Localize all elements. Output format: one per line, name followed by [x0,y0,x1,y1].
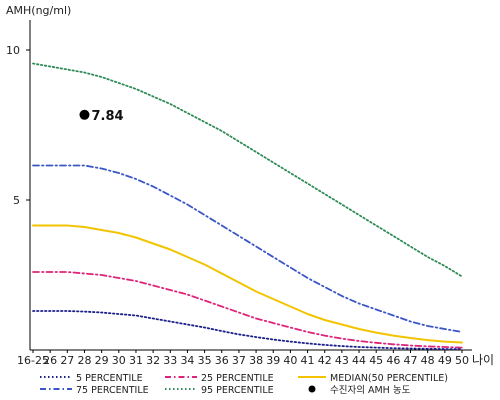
y-axis-title: AMH(ng/ml) [6,4,71,17]
legend-item-p95: 95 PERCENTILE [165,385,274,396]
legend-label-p5: 5 PERCENTILE [76,373,143,384]
series-line-median-50-percentile [32,224,463,344]
x-tick-label: 42 [318,354,332,367]
patient-amh-point [79,109,90,120]
x-tick-label: 16-25 [17,354,49,367]
x-tick-label: 34 [180,354,194,367]
x-tick-label: 32 [146,354,160,367]
legend-item-p75: 75 PERCENTILE [40,385,149,396]
x-tick-label: 29 [95,354,109,367]
x-tick-label: 45 [369,354,383,367]
y-tick-label: 10 [6,44,20,57]
legend-label-patient: 수진자의 AMH 농도 [330,385,411,396]
x-tick-label: 30 [112,354,126,367]
legend-label-median: MEDIAN(50 PERCENTILE) [330,373,448,384]
legend-label-p95: 95 PERCENTILE [201,385,274,396]
x-tick-label: 31 [129,354,143,367]
legend-label-p25: 25 PERCENTILE [201,373,274,384]
series-line-95-percentile [32,62,463,278]
legend: 5 PERCENTILE 25 PERCENTILE MEDIAN(50 PER… [40,373,448,396]
x-tick-label: 39 [266,354,280,367]
legend-item-p25: 25 PERCENTILE [165,373,274,384]
patient-amh-value-label: 7.84 [91,109,123,124]
x-tick-label: 27 [60,354,74,367]
y-tick-label: 5 [13,194,20,207]
x-tick-label: 43 [335,354,349,367]
x-tick-label: 41 [301,354,315,367]
x-tick-label: 40 [283,354,297,367]
x-tick-label: 50 [455,354,469,367]
legend-item-p5: 5 PERCENTILE [40,373,143,384]
x-tick-label: 44 [352,354,366,367]
x-axis-unit: 나이 [472,353,494,367]
legend-item-patient: 수진자의 AMH 농도 [308,385,411,396]
x-tick-label: 33 [163,354,177,367]
legend-label-p75: 75 PERCENTILE [76,385,149,396]
axes [29,20,472,351]
x-tick-label: 46 [386,354,400,367]
x-tick-label: 35 [198,354,212,367]
x-tick-label: 47 [404,354,418,367]
points-layer: 7.84 [79,109,124,124]
series-layer [32,62,463,351]
series-line-75-percentile [32,164,463,333]
series-line-25-percentile [32,271,463,349]
x-tick-label: 38 [249,354,263,367]
series-line-5-percentile [32,310,463,351]
x-tick-label: 49 [438,354,452,367]
y-ticks: 5 10 [6,44,30,207]
x-tick-label: 28 [77,354,91,367]
legend-marker-patient [308,385,316,393]
x-tick-label: 26 [43,354,57,367]
x-tick-label: 36 [215,354,229,367]
x-tick-label: 48 [421,354,435,367]
x-tick-label: 37 [232,354,246,367]
legend-item-median: MEDIAN(50 PERCENTILE) [298,373,448,384]
